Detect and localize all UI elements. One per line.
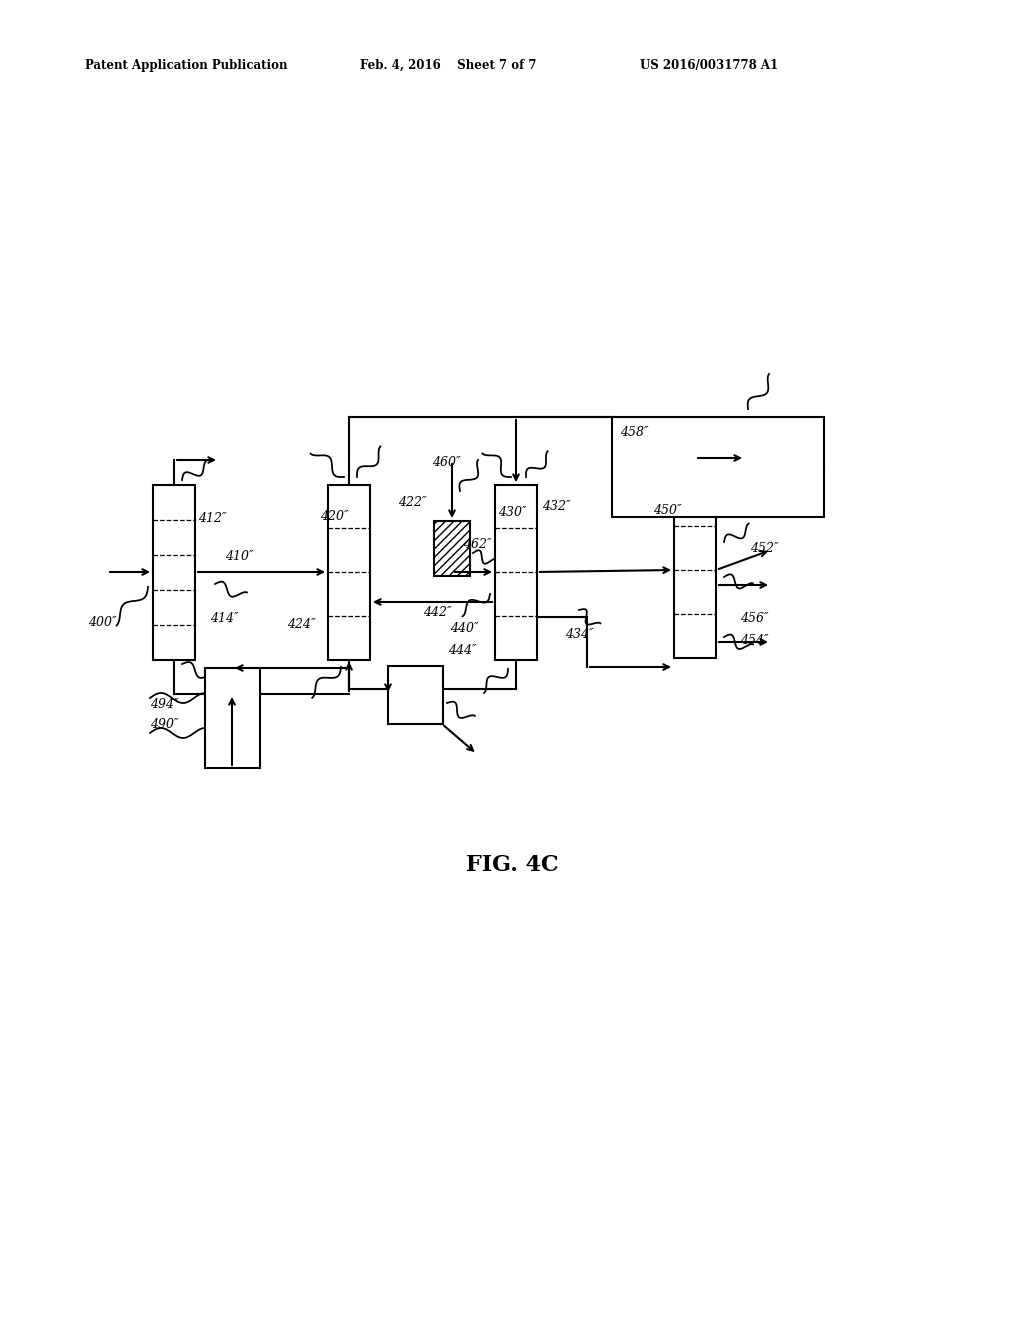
Text: 452″: 452″ — [750, 541, 778, 554]
Bar — [153, 484, 195, 660]
Bar — [434, 520, 470, 576]
Text: Feb. 4, 2016    Sheet 7 of 7: Feb. 4, 2016 Sheet 7 of 7 — [360, 58, 537, 71]
Text: 462″: 462″ — [463, 537, 492, 550]
Bar — [328, 484, 370, 660]
Text: 430″: 430″ — [498, 506, 526, 519]
Text: 494″: 494″ — [150, 698, 178, 711]
Bar — [674, 483, 716, 657]
Text: 440″: 440″ — [450, 622, 478, 635]
Text: 432″: 432″ — [542, 499, 570, 512]
Text: 424″: 424″ — [287, 618, 315, 631]
Text: 414″: 414″ — [210, 611, 239, 624]
Text: 444″: 444″ — [449, 644, 476, 657]
Text: 456″: 456″ — [740, 611, 769, 624]
Text: 412″: 412″ — [198, 511, 226, 524]
Text: 450″: 450″ — [653, 503, 682, 516]
Text: 434″: 434″ — [565, 628, 594, 642]
Text: 400″: 400″ — [88, 616, 117, 630]
Text: 422″: 422″ — [398, 496, 427, 510]
Bar — [612, 417, 824, 517]
Text: FIG. 4C: FIG. 4C — [466, 854, 558, 876]
Text: US 2016/0031778 A1: US 2016/0031778 A1 — [640, 58, 778, 71]
Text: 410″: 410″ — [225, 549, 254, 562]
Bar — [495, 484, 537, 660]
Text: 442″: 442″ — [423, 606, 452, 619]
Text: 460″: 460″ — [432, 455, 461, 469]
Text: 490″: 490″ — [150, 718, 178, 731]
Bar — [205, 668, 259, 768]
Text: Patent Application Publication: Patent Application Publication — [85, 58, 288, 71]
Text: 454″: 454″ — [740, 634, 769, 647]
Text: 420″: 420″ — [319, 511, 348, 524]
Text: 458″: 458″ — [620, 425, 648, 438]
Bar — [387, 667, 442, 723]
